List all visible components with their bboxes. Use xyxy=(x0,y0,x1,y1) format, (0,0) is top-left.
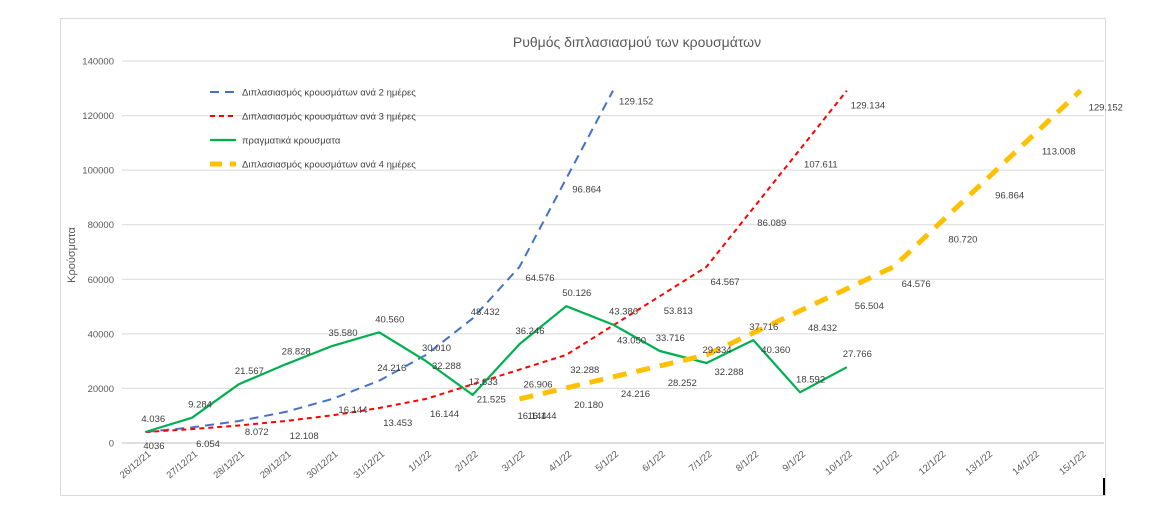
x-tick-label: 1/1/22 xyxy=(407,449,434,474)
data-label: 129.134 xyxy=(851,101,885,112)
x-tick-label: 12/1/22 xyxy=(917,449,948,478)
x-tick-label: 13/1/22 xyxy=(964,449,995,478)
series-lines xyxy=(145,88,1083,434)
data-label: 37.716 xyxy=(749,322,778,333)
data-label: 6.054 xyxy=(196,439,220,450)
x-tick-label: 26/12/21 xyxy=(118,449,153,481)
x-tick-label: 27/12/21 xyxy=(165,449,200,481)
data-label: 4036 xyxy=(143,441,164,452)
x-tick-label: 9/1/22 xyxy=(781,449,808,474)
data-label: 12.108 xyxy=(290,431,319,442)
data-label: 35.580 xyxy=(328,328,357,339)
x-tick-label: 2/1/22 xyxy=(453,449,480,474)
legend-label: Διπλασιασμός κρουσμάτων ανά 2 ημέρες xyxy=(242,88,416,99)
y-tick-label: 120000 xyxy=(82,111,114,122)
data-label: 64.576 xyxy=(902,279,931,290)
series-line-3 xyxy=(145,305,848,434)
data-label: 4.036 xyxy=(141,414,165,425)
data-label: 24.216 xyxy=(377,363,406,374)
data-label: 33.716 xyxy=(656,333,685,344)
chart-frame xyxy=(60,18,1106,496)
data-label: 21.525 xyxy=(477,394,506,405)
x-tick-label: 30/12/21 xyxy=(305,449,340,481)
data-label: 16.144 xyxy=(338,405,367,416)
y-axis-label: Κρούσματα xyxy=(66,226,78,282)
data-label: 50.126 xyxy=(562,288,591,299)
data-label: 20.180 xyxy=(574,400,603,411)
data-labels: 8.072 16.144 32.288 64.576 96.864 129.152 6.05… xyxy=(141,97,1123,452)
axes: 0 20000 40000 60000 80000 100000 120000 140000 2… xyxy=(82,57,1104,481)
x-tick-label: 7/1/22 xyxy=(687,449,714,474)
legend-label: πραγματικά κρουσματα xyxy=(242,136,341,147)
x-tick-label: 3/1/22 xyxy=(500,449,527,474)
data-label: 17.633 xyxy=(469,377,498,388)
y-tick-label: 100000 xyxy=(82,166,114,177)
legend: Διπλασιασμός κρουσμάτων ανά 2 ημέρες Διπλ… xyxy=(210,88,416,171)
legend-label: Διπλασιασμός κρουσμάτων ανά 4 ημέρες xyxy=(242,160,416,171)
data-label: 13.453 xyxy=(383,418,412,429)
series-line-2 xyxy=(145,89,848,433)
data-label: 129.152 xyxy=(619,97,653,108)
data-label: 29.334 xyxy=(703,345,732,356)
data-label: 64.567 xyxy=(711,277,740,288)
x-tick-label: 29/12/21 xyxy=(258,449,293,481)
data-label: 21.567 xyxy=(235,366,264,377)
data-label: 16.144 xyxy=(517,411,546,422)
data-label: 27.766 xyxy=(843,349,872,360)
chart-title: Ρυθμός διπλασιασμού των κρουσμάτων xyxy=(513,34,761,50)
data-label: 80.720 xyxy=(948,235,977,246)
x-tick-label: 8/1/22 xyxy=(734,449,761,474)
data-label: 32.288 xyxy=(570,365,599,376)
x-tick-label: 10/1/22 xyxy=(823,449,854,478)
data-label: 48.432 xyxy=(471,307,500,318)
data-label: 28.828 xyxy=(282,346,311,357)
data-label: 96.864 xyxy=(995,191,1024,202)
y-tick-label: 80000 xyxy=(88,220,114,231)
data-label: 64.576 xyxy=(525,273,554,284)
y-tick-label: 0 xyxy=(109,439,114,450)
data-label: 40.360 xyxy=(761,345,790,356)
data-label: 96.864 xyxy=(572,185,601,196)
data-label: 86.089 xyxy=(757,218,786,229)
data-label: 32.288 xyxy=(715,367,744,378)
y-tick-label: 140000 xyxy=(82,57,114,68)
data-label: 56.504 xyxy=(855,301,884,312)
data-label: 26.906 xyxy=(523,380,552,391)
data-label: 24.216 xyxy=(621,389,650,400)
data-label: 16.144 xyxy=(527,411,556,422)
x-tick-label: 4/1/22 xyxy=(547,449,574,474)
x-tick-label: 15/1/22 xyxy=(1057,449,1088,478)
y-tick-label: 60000 xyxy=(88,275,114,286)
series-line-4 xyxy=(518,88,1083,402)
data-label: 40.560 xyxy=(375,314,404,325)
x-tick-label: 11/1/22 xyxy=(871,449,902,477)
x-tick-label: 31/12/21 xyxy=(352,449,387,481)
data-label: 129.152 xyxy=(1089,103,1123,114)
data-label: 32.288 xyxy=(432,361,461,372)
x-tick-label: 6/1/22 xyxy=(640,449,667,474)
data-label: 28.252 xyxy=(668,378,697,389)
x-tick-label: 14/1/22 xyxy=(1010,449,1041,478)
data-label: 30.010 xyxy=(422,343,451,354)
data-label: 48.432 xyxy=(808,323,837,334)
data-label: 9.284 xyxy=(188,400,212,411)
y-tick-label: 20000 xyxy=(88,384,114,395)
data-label: 113.008 xyxy=(1042,147,1076,158)
data-label: 16.144 xyxy=(430,409,459,420)
data-label: 43.050 xyxy=(617,336,646,347)
data-label: 8.072 xyxy=(245,427,269,438)
data-label: 53.813 xyxy=(664,306,693,317)
legend-label: Διπλασιασμός κρουσμάτων ανά 3 ημέρες xyxy=(242,112,416,123)
data-label: 36.246 xyxy=(515,326,544,337)
text-cursor xyxy=(1103,478,1105,495)
series-line-1 xyxy=(145,90,614,433)
data-label: 18.592 xyxy=(796,374,825,385)
data-label: 43.386 xyxy=(609,307,638,318)
x-tick-label: 5/1/22 xyxy=(594,449,621,474)
y-tick-label: 40000 xyxy=(88,329,114,340)
data-label: 107.611 xyxy=(804,159,838,170)
x-tick-label: 28/12/21 xyxy=(211,449,246,481)
